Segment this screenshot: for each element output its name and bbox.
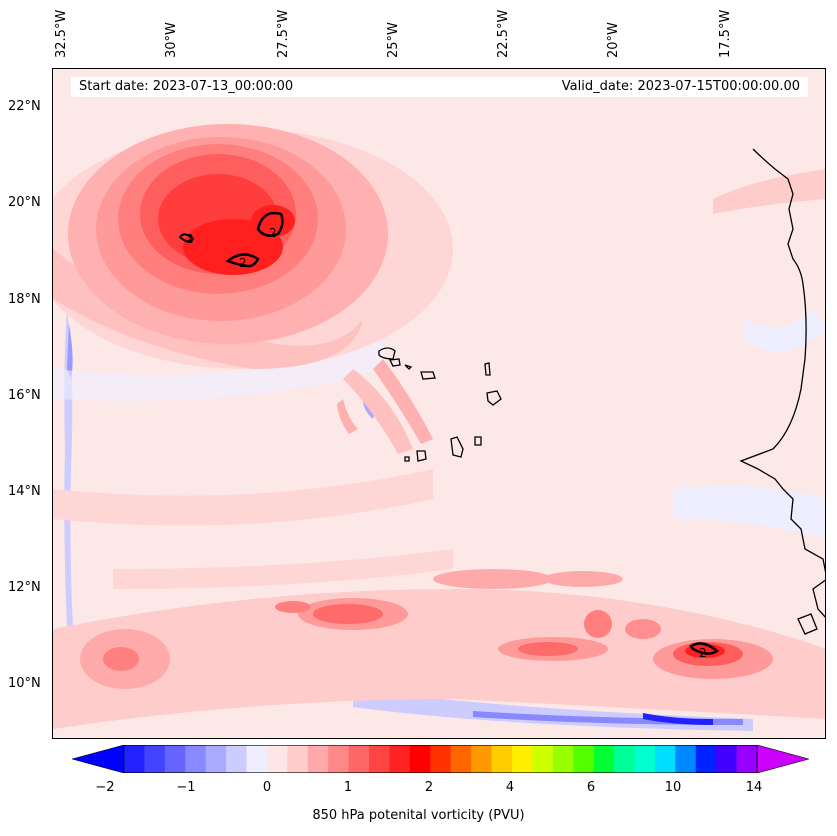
colorbar-segment	[266, 745, 288, 773]
colorbar-segment	[348, 745, 370, 773]
contour-label: 2	[269, 226, 277, 240]
colorbar-segment	[307, 745, 329, 773]
colorbar-segment	[716, 745, 738, 773]
colorbar-tick-label: 2	[424, 780, 434, 795]
colorbar-segment	[409, 745, 431, 773]
map-panel: 2 2 2 2	[52, 68, 826, 739]
colorbar-segment	[654, 745, 676, 773]
colorbar-segment	[593, 745, 615, 773]
colorbar-segment	[491, 745, 513, 773]
colorbar-segment	[695, 745, 717, 773]
colorbar-tick-label: 0	[262, 780, 272, 795]
colorbar-segment	[614, 745, 635, 773]
southern-pv-band: 2	[53, 569, 825, 729]
latitude-label: 12°N	[8, 580, 41, 595]
colorbar-extend-min	[72, 745, 125, 773]
colorbar-tick-label: 4	[505, 780, 515, 795]
colorbar-segment	[471, 745, 493, 773]
latitude-label: 16°N	[8, 388, 41, 403]
latitude-label: 22°N	[8, 99, 41, 114]
colorbar-tick-label: 10	[664, 780, 682, 795]
colorbar-tick-label: 1	[343, 780, 353, 795]
longitude-label: 27.5°W	[276, 9, 291, 58]
longitude-label: 20°W	[606, 22, 621, 58]
contour-label: 2	[699, 646, 707, 660]
contour-label: 2	[186, 232, 194, 246]
start-date: Start date: 2023-07-13_00:00:00	[79, 79, 294, 94]
colorbar-segment	[164, 745, 186, 773]
colorbar-tick-label: −1	[176, 780, 196, 795]
colorbar-label: 850 hPa potenital vorticity (PVU)	[312, 808, 525, 823]
colorbar-segment	[675, 745, 697, 773]
longitude-label: 22.5°W	[496, 9, 511, 58]
longitude-label: 25°W	[386, 22, 401, 58]
colorbar-segment	[532, 745, 554, 773]
negative-pv-areas	[53, 309, 825, 731]
colorbar-segment	[124, 745, 145, 773]
colorbar-segment	[369, 745, 390, 773]
date-info-box: Start date: 2023-07-13_00:00:00 Valid_da…	[71, 77, 808, 97]
colorbar-segment	[634, 745, 656, 773]
contour-label: 2	[239, 256, 247, 270]
positive-pv-streaks	[53, 169, 825, 589]
cape-verde-islands	[378, 347, 502, 462]
colorbar-border	[123, 745, 758, 773]
latitude-label: 18°N	[8, 292, 41, 307]
longitude-label: 32.5°W	[54, 9, 69, 58]
colorbar-segment	[287, 745, 309, 773]
colorbar-segment	[736, 745, 758, 773]
colorbar-tick-label: 6	[586, 780, 596, 795]
colorbar-segment	[205, 745, 227, 773]
vortex-nw: 2 2 2	[53, 124, 453, 369]
colorbar-segment	[573, 745, 595, 773]
colorbar-segment	[389, 745, 411, 773]
colorbar-segment	[328, 745, 350, 773]
latitude-label: 10°N	[8, 676, 41, 691]
colorbar-extend-max	[756, 745, 809, 773]
colorbar-segment	[185, 745, 207, 773]
colorbar-segment	[246, 745, 268, 773]
longitude-label: 30°W	[164, 22, 179, 58]
colorbar-segment	[552, 745, 574, 773]
latitude-label: 14°N	[8, 484, 41, 499]
african-coastline	[739, 148, 825, 635]
colorbar-segment	[450, 745, 472, 773]
valid-date: Valid_date: 2023-07-15T00:00:00.00	[561, 79, 800, 94]
colorbar-segment	[430, 745, 452, 773]
latitude-label: 20°N	[8, 195, 41, 210]
pv-map: 2 2 2 2	[53, 124, 825, 731]
colorbar-segment	[511, 745, 533, 773]
colorbar-tick-label: 14	[745, 780, 763, 795]
colorbar	[72, 745, 809, 773]
colorbar-segment	[226, 745, 248, 773]
longitude-label: 17.5°W	[718, 9, 733, 58]
colorbar-segment	[144, 745, 166, 773]
colorbar-tick-label: −2	[95, 780, 115, 795]
